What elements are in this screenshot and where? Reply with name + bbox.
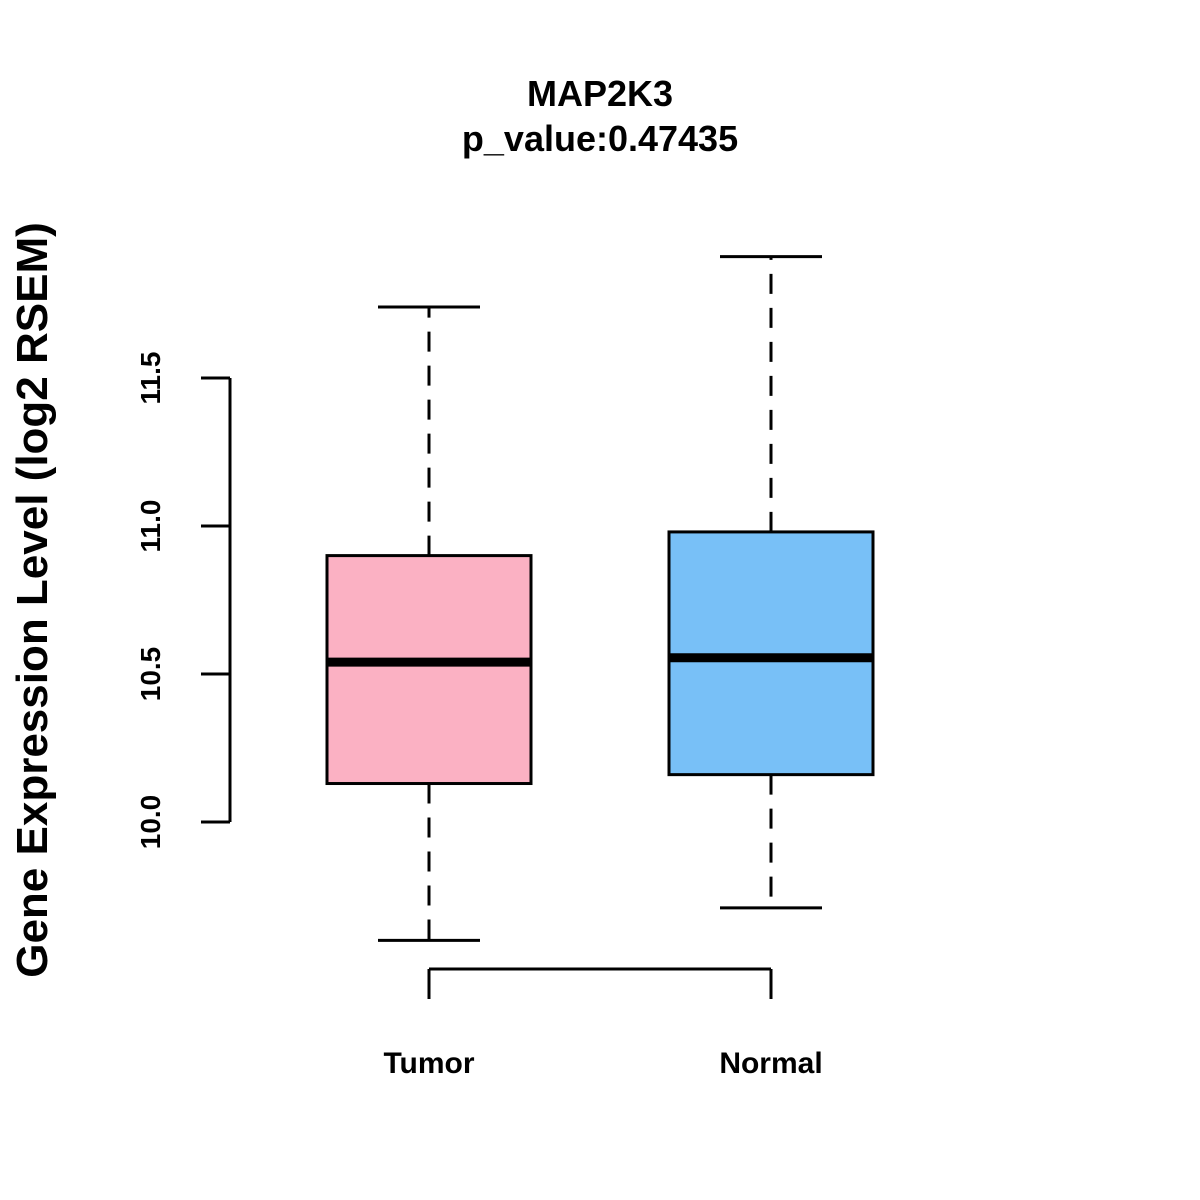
chart-title: MAP2K3 <box>527 73 673 114</box>
iqr-box <box>325 554 533 786</box>
x-tick-label: Normal <box>719 1047 822 1080</box>
chart-subtitle: p_value:0.47435 <box>462 118 738 159</box>
box-normal <box>667 255 875 910</box>
y-tick-label: 11.0 <box>135 500 166 553</box>
y-tick-label: 11.5 <box>135 352 166 405</box>
boxes <box>325 255 875 942</box>
x-axis: Tumor Normal <box>383 967 823 1080</box>
y-axis: 10.0 10.5 11.0 11.5 <box>135 352 232 850</box>
y-tick-label: 10.5 <box>135 647 166 702</box>
box-tumor <box>325 305 533 942</box>
x-tick-label: Tumor <box>383 1047 474 1080</box>
y-axis-label: Gene Expression Level (log2 RSEM) <box>8 222 57 978</box>
y-tick-label: 10.0 <box>135 795 166 850</box>
